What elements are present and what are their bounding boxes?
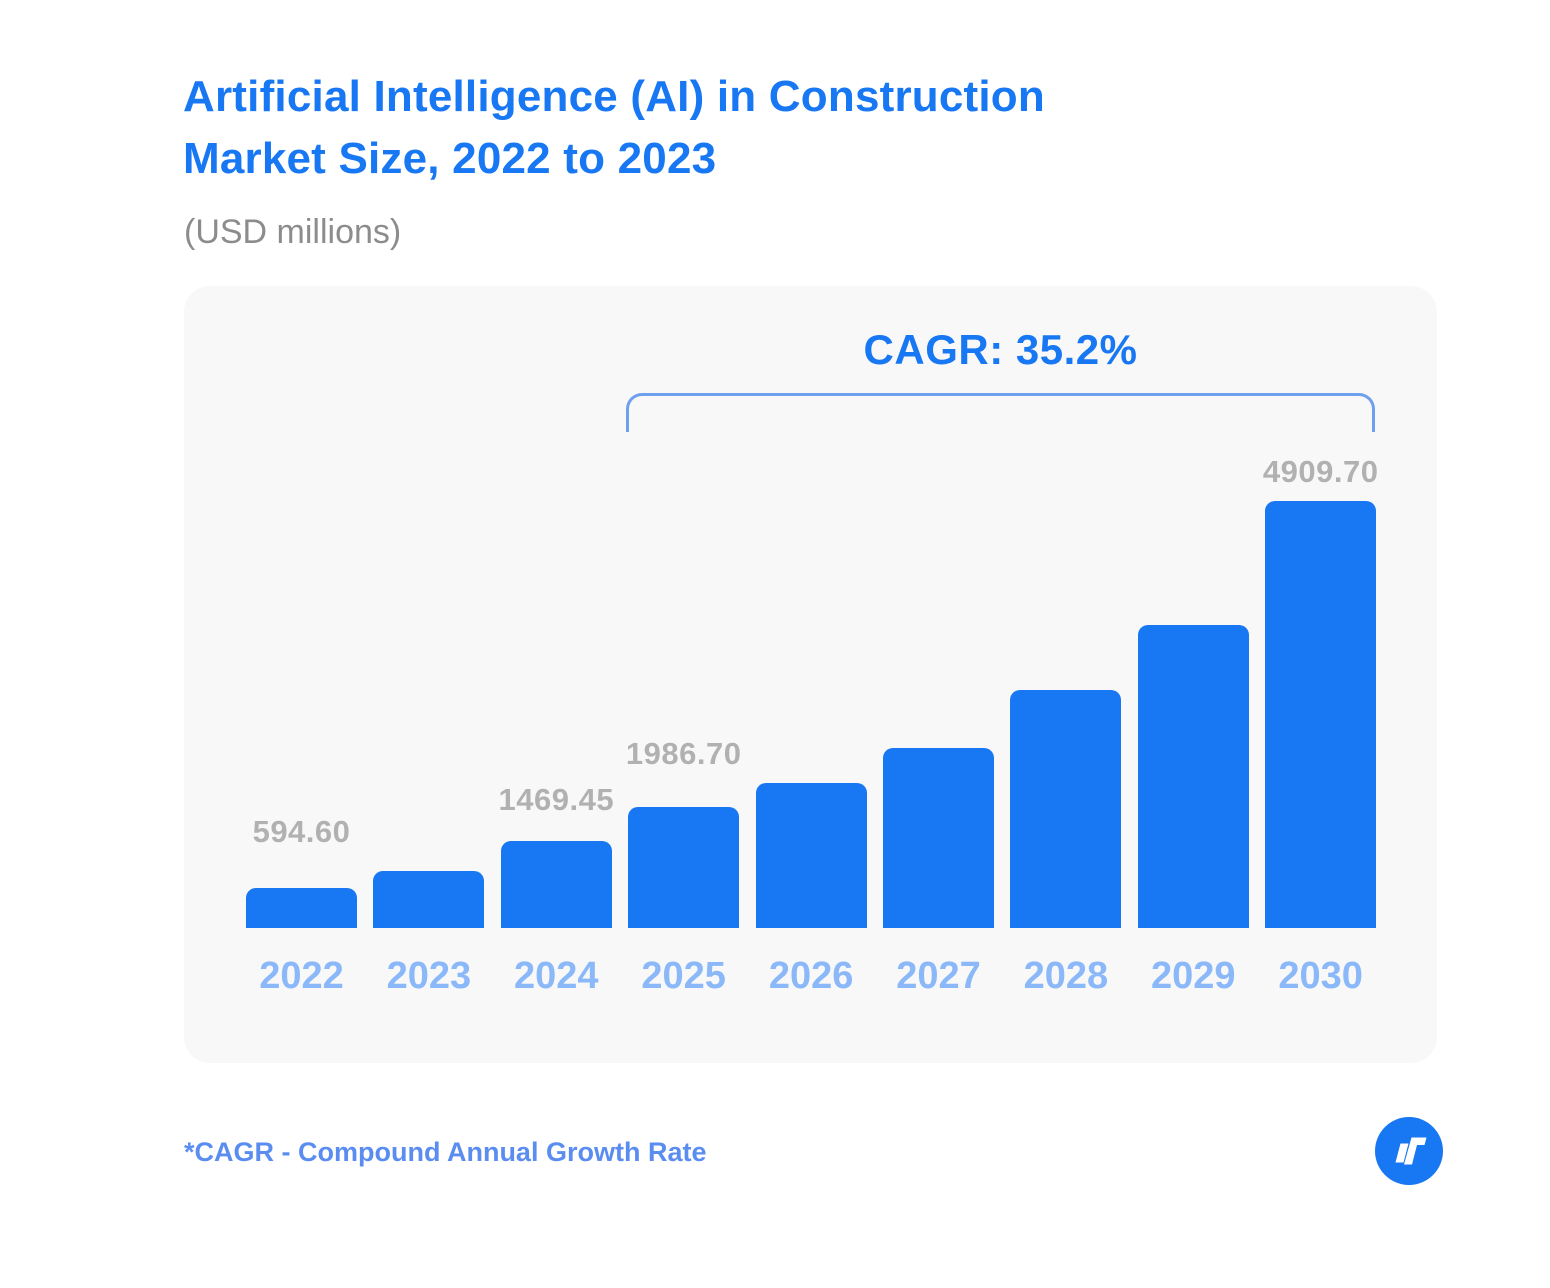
bar-2025 <box>628 807 740 928</box>
bar-chart: 2022 2023 2024 2025 2026 2027 2028 2029 2030 594.… <box>184 286 1437 1063</box>
page-title-line1: Artificial Intelligence (AI) in Construc… <box>183 72 1045 121</box>
value-label-2025: 1986.70 <box>625 736 742 771</box>
bar-2030 <box>1265 501 1377 928</box>
bar-2024 <box>500 841 612 928</box>
logo-glyph <box>1395 1137 1427 1165</box>
cagr-footnote: *CAGR - Compound Annual Growth Rate <box>184 1137 707 1167</box>
x-axis-label-2026: 2026 <box>768 955 854 997</box>
bar-2023 <box>373 871 485 928</box>
page-title: Artificial Intelligence (AI) in Construc… <box>183 66 1333 190</box>
value-label-2022: 594.60 <box>252 814 351 849</box>
bar-2029 <box>1137 625 1249 928</box>
x-axis-label-2028: 2028 <box>1023 955 1109 997</box>
brand-logo <box>1375 1117 1443 1185</box>
x-axis-label-2025: 2025 <box>641 955 726 997</box>
page-title-line2: Market Size, 2022 to 2023 <box>183 134 717 183</box>
x-axis-label-2022: 2022 <box>259 955 344 997</box>
cagr-annotation: CAGR: 35.2% <box>863 326 1138 373</box>
x-axis-label-2027: 2027 <box>896 955 981 997</box>
bar-2022 <box>246 888 357 928</box>
cagr-bracket <box>626 393 1375 432</box>
x-axis-label-2029: 2029 <box>1151 955 1236 997</box>
bar-2027 <box>883 748 994 928</box>
bar-2028 <box>1010 690 1122 928</box>
chart-panel: CAGR: 35.2% 2022 2023 2024 2025 2026 2027 2028… <box>184 286 1437 1063</box>
x-axis-label-2023: 2023 <box>386 955 472 997</box>
value-label-2024: 1469.45 <box>498 782 615 817</box>
bar-2026 <box>755 783 867 928</box>
x-axis-label-2030: 2030 <box>1278 955 1363 997</box>
chart-subtitle: (USD millions) <box>184 213 402 251</box>
x-axis-label-2024: 2024 <box>514 955 599 997</box>
value-label-2030: 4909.70 <box>1262 454 1379 489</box>
